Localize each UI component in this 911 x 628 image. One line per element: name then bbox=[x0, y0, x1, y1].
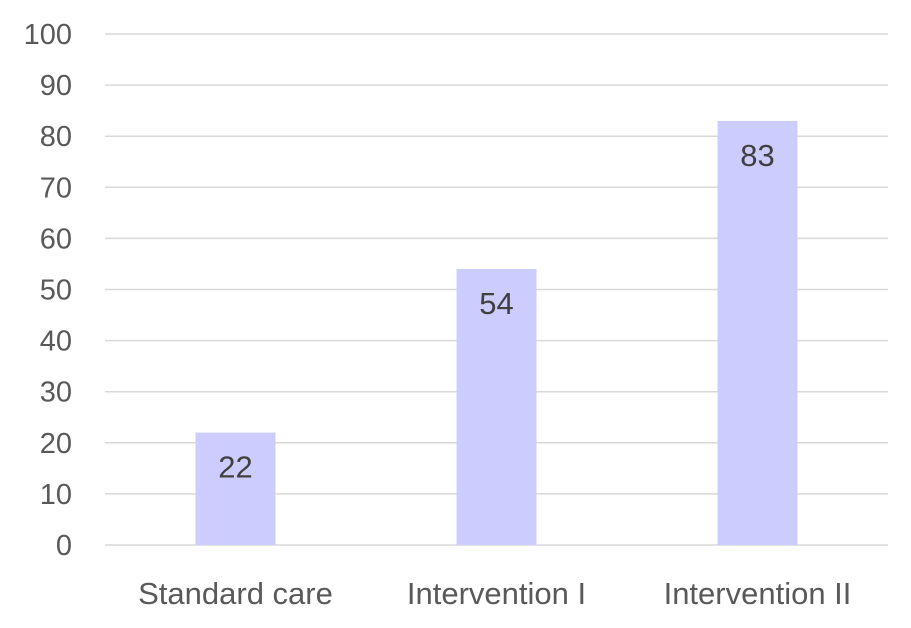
y-tick-label: 100 bbox=[24, 19, 72, 51]
bar bbox=[456, 269, 537, 545]
x-axis-category-labels: Standard care Intervention I Intervention … bbox=[138, 576, 851, 611]
y-tick-label: 10 bbox=[40, 479, 72, 511]
y-tick-label: 70 bbox=[40, 172, 72, 204]
y-tick-label: 50 bbox=[40, 275, 72, 307]
x-category-label: Standard care bbox=[138, 576, 333, 611]
bar bbox=[195, 432, 276, 545]
data-labels: 22 54 83 bbox=[218, 138, 774, 485]
data-label: 22 bbox=[218, 450, 252, 485]
data-label: 54 bbox=[479, 286, 513, 321]
y-tick-label: 90 bbox=[40, 70, 72, 102]
y-axis-tick-labels: 0 10 20 30 40 50 60 70 80 90 100 bbox=[24, 19, 72, 562]
data-label: 83 bbox=[740, 138, 774, 173]
y-tick-label: 80 bbox=[40, 121, 72, 153]
bars bbox=[195, 120, 798, 546]
y-tick-label: 0 bbox=[56, 530, 72, 562]
bar bbox=[717, 120, 798, 546]
y-tick-label: 40 bbox=[40, 326, 72, 358]
y-tick-label: 60 bbox=[40, 223, 72, 255]
x-category-label: Intervention II bbox=[664, 576, 852, 611]
y-tick-label: 30 bbox=[40, 377, 72, 409]
x-category-label: Intervention I bbox=[407, 576, 586, 611]
y-tick-label: 20 bbox=[40, 428, 72, 460]
